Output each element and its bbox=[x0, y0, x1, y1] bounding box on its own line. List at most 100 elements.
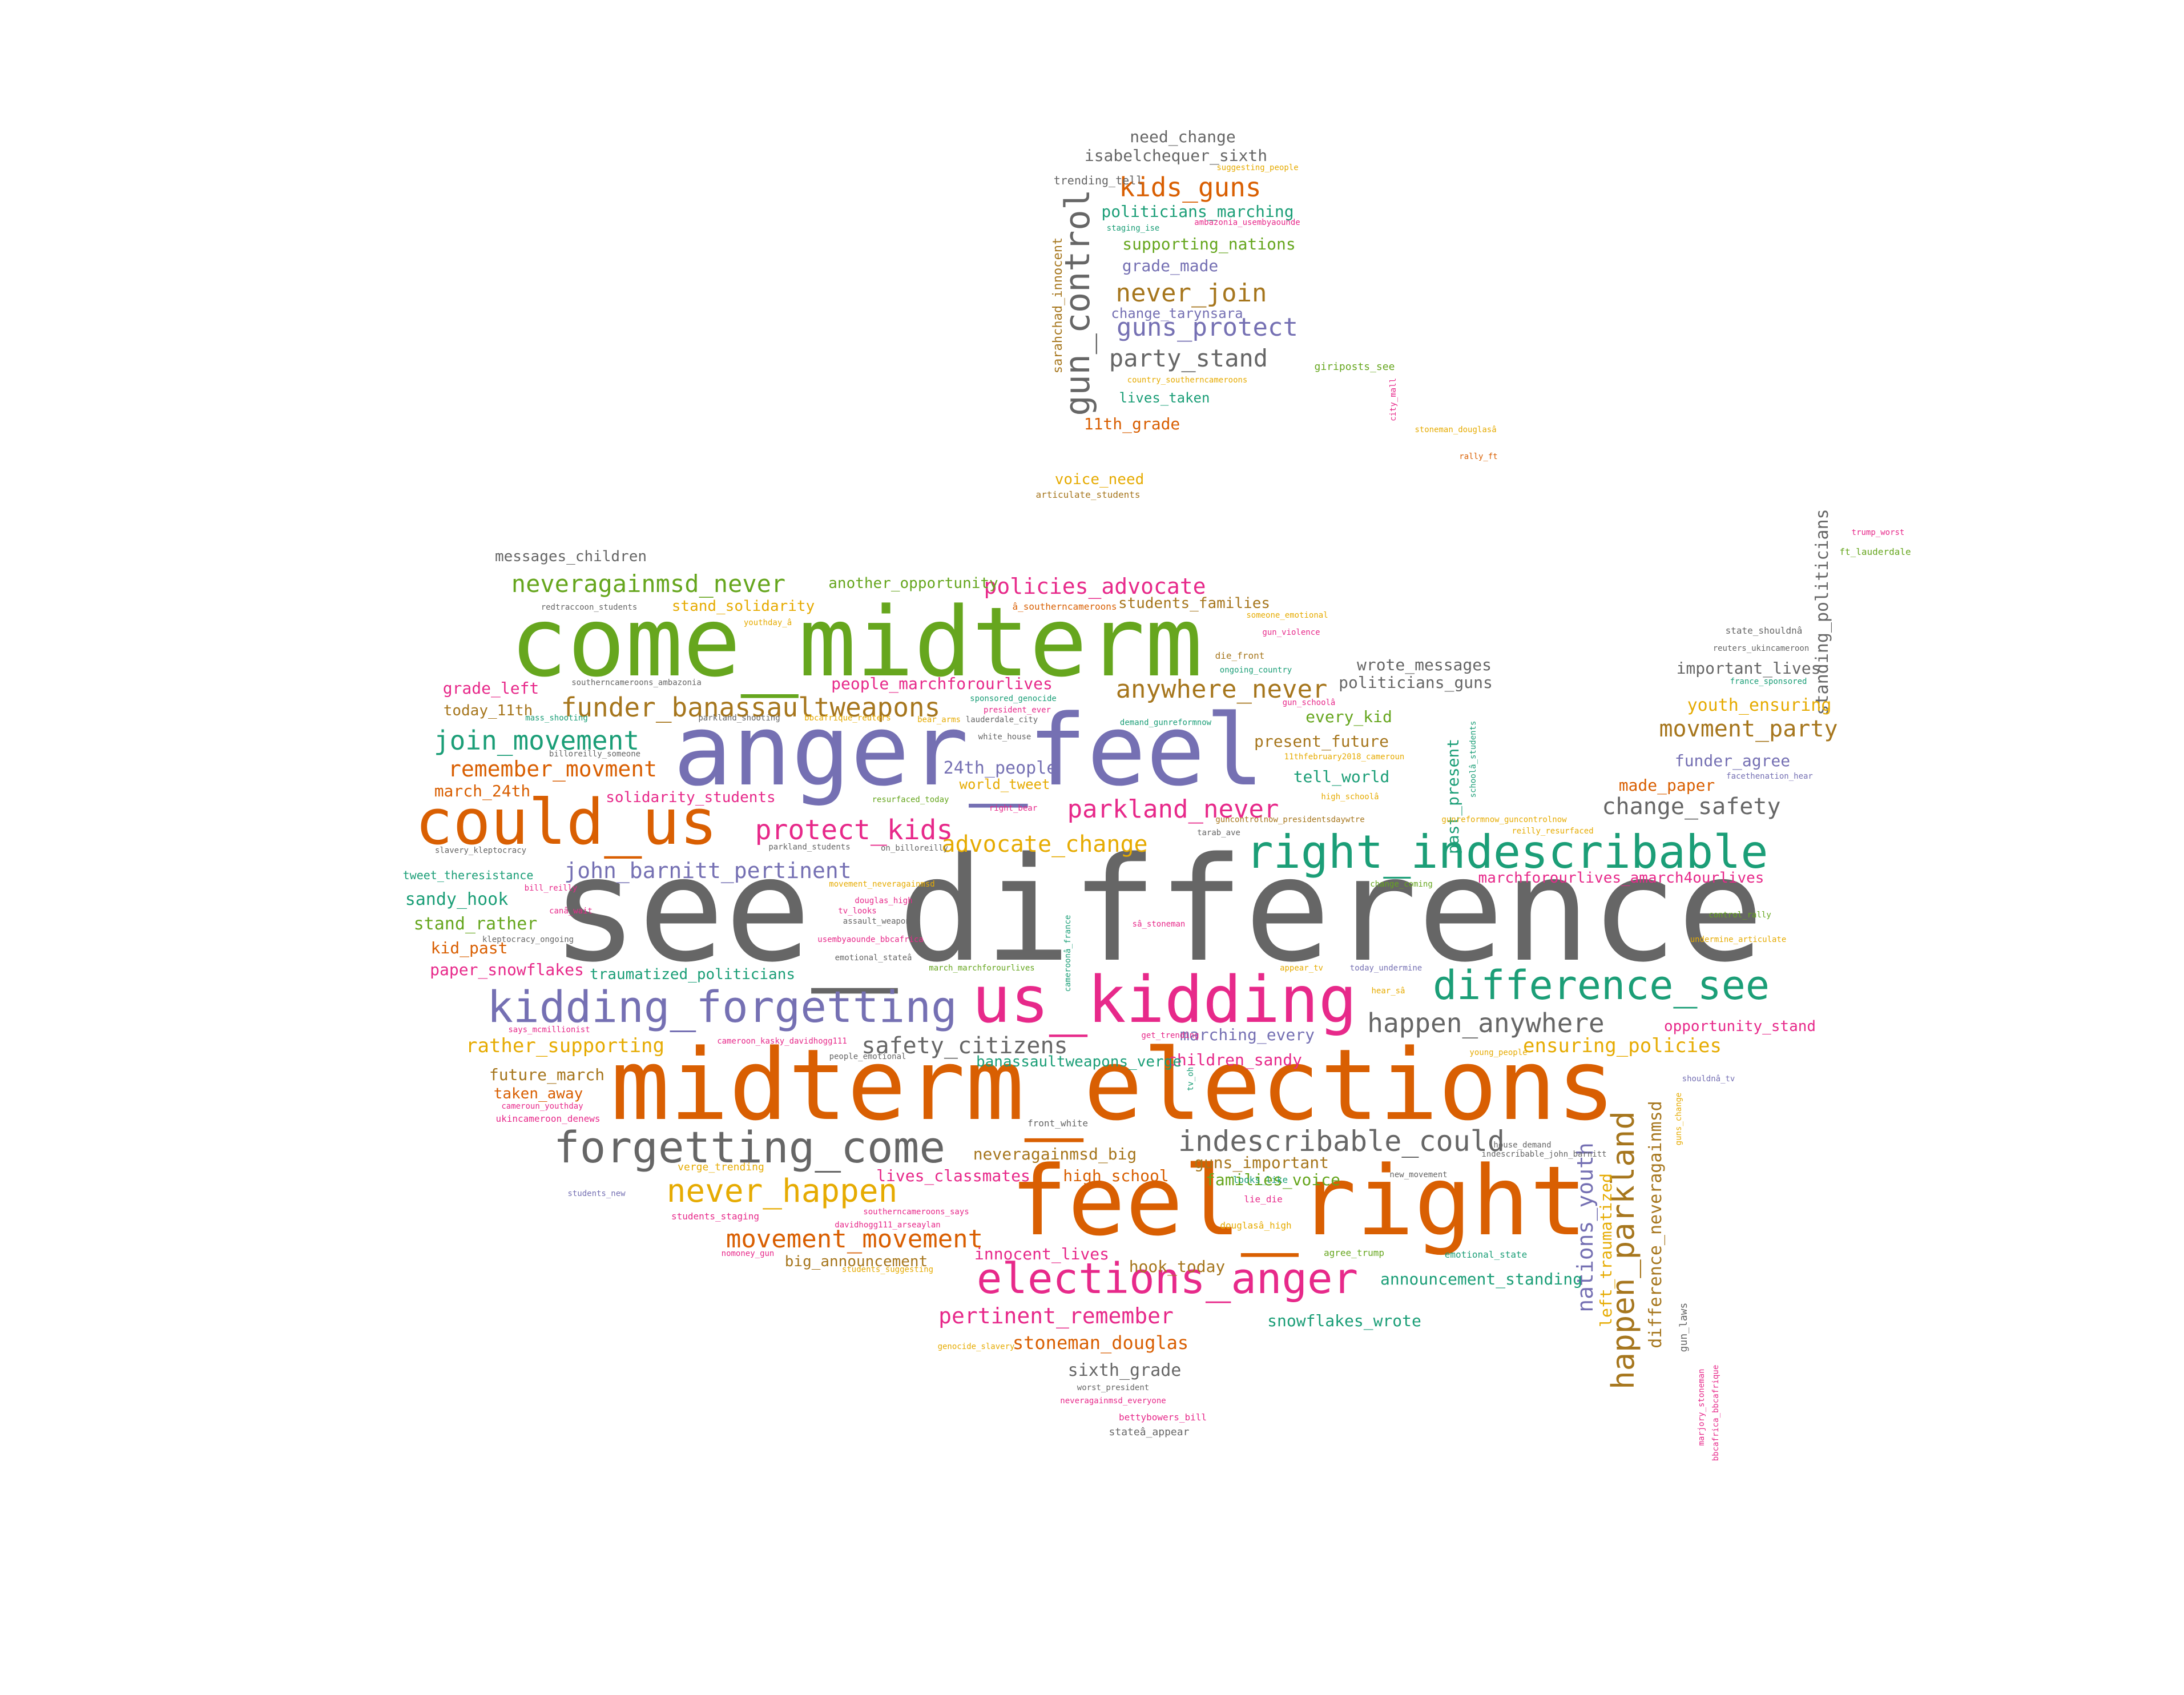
word: shouldnâ_tv bbox=[1682, 1074, 1735, 1084]
word: demand_gunreformnow bbox=[1120, 718, 1212, 727]
word: john_barnitt_pertinent bbox=[564, 858, 851, 884]
word: kidding_forgetting bbox=[487, 981, 957, 1032]
word: traumatized_politicians bbox=[590, 966, 795, 983]
word: emotional_state bbox=[1445, 1249, 1528, 1260]
word: opportunity_stand bbox=[1664, 1018, 1816, 1035]
word: lie_die bbox=[1244, 1194, 1282, 1205]
word: change_safety bbox=[1602, 794, 1780, 820]
word: tv_oh bbox=[1186, 1067, 1195, 1091]
word: state_shouldnâ bbox=[1726, 625, 1803, 636]
word: ft_lauderdale bbox=[1839, 546, 1911, 557]
word: high_school bbox=[1063, 1166, 1168, 1186]
word: staging_ise bbox=[1107, 224, 1160, 233]
word: indescribable_john_barnitt bbox=[1481, 1150, 1606, 1159]
word: resurfaced_today bbox=[872, 795, 949, 804]
word: funder_banassaultweapons bbox=[561, 692, 941, 723]
word: cameroonâ_france bbox=[1063, 915, 1073, 992]
word: rather_supporting bbox=[466, 1034, 664, 1057]
word: neveragainmsd_big bbox=[973, 1145, 1137, 1164]
word: slavery_kleptocracy bbox=[435, 846, 526, 855]
word: grade_left bbox=[443, 679, 539, 698]
word: nations_youth bbox=[1573, 1142, 1598, 1312]
word: marchforourlives_amarch4ourlives bbox=[1478, 869, 1764, 887]
word: bbcafrique_reuters bbox=[804, 714, 891, 723]
word: says_mcmillionist bbox=[508, 1025, 590, 1034]
word: present_future bbox=[1254, 732, 1389, 751]
word: redtraccoon_students bbox=[541, 603, 638, 612]
word: mass_shooting bbox=[525, 714, 588, 723]
word: trending_tell bbox=[1054, 174, 1143, 187]
word: important_lives bbox=[1677, 659, 1821, 678]
word: snowflakes_wrote bbox=[1267, 1311, 1421, 1331]
word: never_join bbox=[1116, 279, 1267, 308]
word: lives_classmates bbox=[876, 1166, 1030, 1186]
word: southerncameroons_says bbox=[863, 1207, 969, 1217]
word: get_trending bbox=[1141, 1031, 1199, 1040]
word: neveragainmsd_everyone bbox=[1060, 1396, 1166, 1406]
word: genocide_slavery bbox=[938, 1342, 1015, 1351]
word: president_ever bbox=[984, 706, 1051, 715]
word: control_rally bbox=[1708, 911, 1771, 920]
word: banassaultweapons_verge bbox=[976, 1053, 1182, 1070]
word: appear_tv bbox=[1280, 964, 1323, 973]
word: sâ_stoneman bbox=[1133, 920, 1186, 929]
word: right_bear bbox=[989, 804, 1037, 813]
word: youth_ensuring bbox=[1687, 695, 1832, 715]
word: indescribable_could bbox=[1178, 1125, 1505, 1158]
word: today_11th bbox=[444, 702, 533, 719]
word: every_kid bbox=[1305, 707, 1392, 727]
word: need_change bbox=[1130, 127, 1235, 147]
word: politicians_guns bbox=[1339, 673, 1493, 693]
word: marjory_stoneman bbox=[1697, 1369, 1706, 1446]
word: suggesting_people bbox=[1216, 163, 1298, 172]
word: march_24th bbox=[434, 782, 531, 801]
word: isabelchequer_sixth bbox=[1085, 146, 1267, 166]
word: young_people bbox=[1469, 1048, 1527, 1057]
word: party_stand bbox=[1109, 344, 1268, 372]
word: kids_guns bbox=[1119, 172, 1261, 203]
word: giriposts_see bbox=[1315, 361, 1395, 373]
word: standing_politicians bbox=[1812, 509, 1832, 715]
word: midterm_elections bbox=[611, 1028, 1615, 1142]
word: tweet_theresistance bbox=[403, 868, 534, 882]
word: usembyaounde_bbcafrica bbox=[817, 935, 923, 944]
word: douglas_high bbox=[855, 896, 912, 905]
word: country_southerncameroons bbox=[1127, 376, 1248, 385]
word: house_demand bbox=[1493, 1141, 1551, 1150]
word: march_marchforourlives bbox=[929, 964, 1034, 973]
word: city_mall bbox=[1389, 378, 1398, 421]
word: on_billoreilly bbox=[881, 844, 948, 853]
word: people_marchforourlives bbox=[831, 674, 1053, 694]
word: assault_weapons bbox=[843, 917, 915, 926]
word: sixth_grade bbox=[1068, 1360, 1182, 1380]
word: change_coming bbox=[1370, 880, 1433, 889]
word: guns_protect bbox=[1117, 313, 1298, 342]
word: guns_important bbox=[1194, 1153, 1329, 1173]
word: articulate_students bbox=[1035, 489, 1140, 500]
word: students_new bbox=[567, 1189, 626, 1198]
word: difference_neveragainmsd bbox=[1646, 1101, 1666, 1348]
word: trump_worst bbox=[1852, 528, 1905, 537]
word: stateâ_appear bbox=[1109, 1426, 1190, 1438]
word: remember_movment bbox=[448, 756, 657, 782]
word: stoneman_douglas bbox=[1013, 1332, 1188, 1354]
word: movement_movement bbox=[726, 1225, 983, 1254]
word: kleptocracy_ongoing bbox=[482, 935, 574, 944]
word: anywhere_never bbox=[1116, 675, 1328, 704]
word: reilly_resurfaced bbox=[1512, 827, 1593, 836]
word: innocent_lives bbox=[974, 1245, 1109, 1264]
word: verge_trending bbox=[678, 1161, 764, 1173]
word: left_traumatized bbox=[1597, 1173, 1616, 1327]
word: looks_like bbox=[1233, 1174, 1288, 1185]
word: emotional_stateâ bbox=[835, 953, 912, 963]
word: marching_every bbox=[1180, 1025, 1315, 1045]
word: bear_arms bbox=[917, 715, 961, 724]
word: movment_party bbox=[1659, 716, 1838, 742]
word: ukincameroon_denews bbox=[495, 1113, 600, 1124]
word: grade_made bbox=[1122, 256, 1219, 276]
word: ongoing_country bbox=[1220, 666, 1292, 675]
word: 11thfebruary2018_cameroun bbox=[1284, 752, 1405, 762]
word: join_movement bbox=[434, 725, 639, 756]
word: ensuring_policies bbox=[1523, 1034, 1722, 1057]
word: â_southerncameroons bbox=[1012, 601, 1117, 612]
